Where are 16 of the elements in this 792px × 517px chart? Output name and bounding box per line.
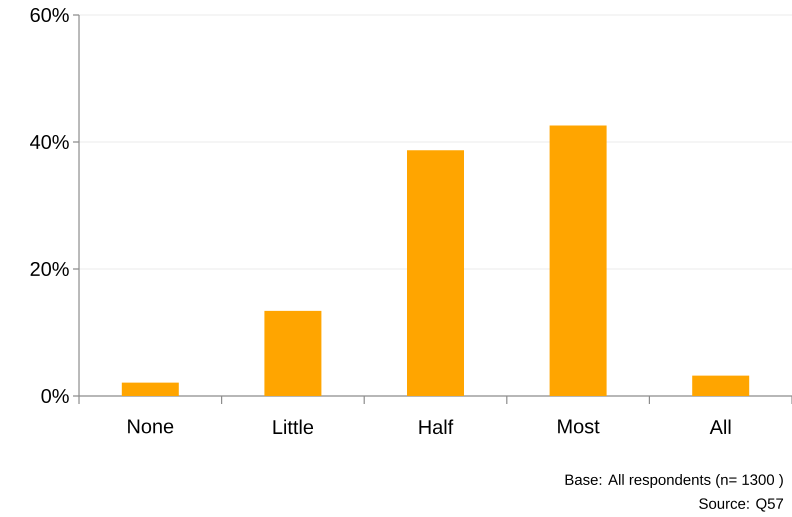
bar — [122, 382, 179, 396]
bar — [550, 125, 607, 396]
text: Base: All respondents (n= 1300 ) — [566, 474, 783, 488]
bar — [692, 376, 750, 396]
source-note: Source: Q57 — [699, 498, 784, 512]
y-tick-label: 20% — [30, 262, 69, 276]
x-tick-label: All — [710, 420, 730, 434]
bar — [264, 310, 322, 396]
y-tick-label: 0% — [41, 388, 69, 404]
y-tick-label: 60% — [30, 8, 69, 22]
x-tick-label: Most — [558, 420, 600, 434]
x-tick-label: None — [128, 420, 174, 434]
y-tick-label: 40% — [30, 134, 69, 150]
x-tick-label: Little — [274, 420, 314, 434]
bar — [407, 150, 464, 396]
x-tick-label: Half — [419, 420, 454, 434]
